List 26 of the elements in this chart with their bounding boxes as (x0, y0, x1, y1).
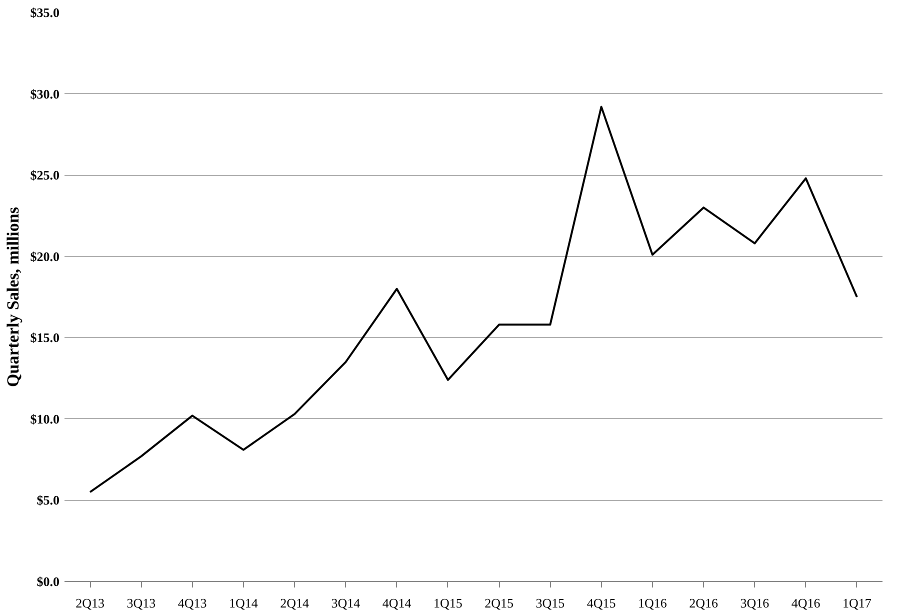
y-axis-title: Quarterly Sales, millions (3, 206, 22, 387)
x-tick-label: 2Q16 (689, 596, 719, 610)
y-tick-label: $25.0 (30, 168, 60, 183)
x-tick-label: 1Q14 (228, 596, 258, 610)
x-tick-label: 3Q14 (331, 596, 361, 610)
line-series (89, 106, 858, 494)
x-tick-label: 2Q13 (76, 596, 105, 610)
y-tick-label: $30.0 (30, 86, 60, 102)
x-tick-label: 4Q15 (586, 596, 616, 610)
x-tick-label: 4Q13 (178, 596, 207, 610)
x-tick-label: 3Q16 (740, 596, 770, 610)
y-tick-label: $10.0 (30, 411, 60, 426)
y-tick-label: $5.0 (36, 492, 60, 508)
x-tick-label: 2Q14 (280, 596, 310, 610)
y-tick-label: $35.0 (30, 5, 60, 20)
x-tick-label: 4Q14 (382, 596, 412, 610)
x-tick-label: 1Q16 (638, 596, 668, 610)
x-tick-label: 4Q16 (791, 596, 821, 610)
y-tick-label: $15.0 (30, 330, 60, 346)
x-tick-label: 3Q15 (536, 596, 565, 610)
x-tick-label: 1Q17 (842, 596, 872, 610)
y-tick-label: $0.0 (36, 574, 60, 589)
x-tick-label: 3Q13 (126, 596, 156, 610)
x-tick-label: 2Q15 (484, 596, 514, 610)
y-tick-label: $20.0 (30, 248, 60, 264)
x-tick-label: 1Q15 (433, 596, 462, 610)
